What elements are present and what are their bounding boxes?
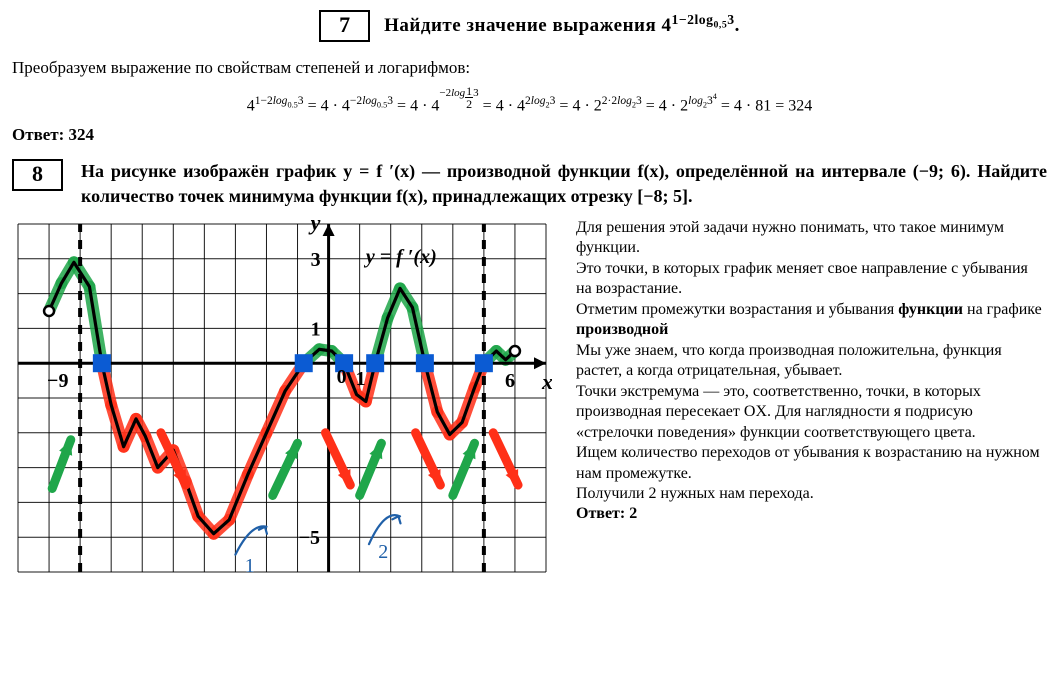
prompt-7-expr: 41−2log0,53. (662, 15, 740, 36)
eq-81: 4 · 81 (734, 97, 771, 114)
svg-text:1: 1 (245, 555, 255, 577)
eq-324: 324 (788, 97, 812, 114)
svg-text:1: 1 (356, 368, 366, 390)
eq-log3: log (451, 87, 465, 99)
equation-chain: 41−2log0.53 = 4 · 4−2log0.53 = 4 · 4−2lo… (12, 88, 1047, 115)
eq-ht: 1 (465, 85, 473, 98)
eq-p4: 4 (713, 92, 717, 101)
eq-eq3: = (483, 97, 496, 114)
eq-log6: log (688, 95, 703, 107)
expr-base: 4 (662, 15, 672, 36)
exp-l3d: производной (576, 321, 668, 338)
eq-t2b: 4 (342, 97, 350, 114)
eq-eq6: = (721, 97, 734, 114)
eq-a1: 3 (298, 95, 304, 107)
problem-number-7: 7 (319, 10, 370, 42)
svg-text:2: 2 (378, 541, 388, 563)
eq-log5: log (617, 95, 632, 107)
exp-l5: Точки экстремума — это, соответственно, … (576, 382, 1047, 443)
exp-l3: Отметим промежутки возрастания и убывани… (576, 300, 1047, 341)
svg-text:−9: −9 (47, 370, 68, 392)
eq-a2: 3 (387, 95, 393, 107)
problem-number-8: 8 (12, 159, 63, 191)
eq-t5b: 2 (594, 97, 602, 114)
eq-sub2: 0.5 (377, 100, 387, 109)
problem-7-prompt: Найдите значение выражения 41−2log0,53. (384, 15, 740, 37)
eq-a4: 3 (550, 95, 556, 107)
eq-a5: 3 (636, 95, 642, 107)
eq-sub1: 0.5 (287, 100, 297, 109)
eq-log4: log (531, 95, 546, 107)
eq-d2: · (418, 97, 431, 114)
eq-d1: · (329, 97, 342, 114)
answer-7: Ответ: 324 (12, 125, 1047, 145)
eq-t1e: 1−2 (255, 95, 273, 107)
exp-l2: Это точки, в которых график меняет свое … (576, 259, 1047, 300)
eq-t4b: 4 (517, 97, 525, 114)
eq-t2a: 4 (321, 97, 329, 114)
eq-eq1: = (308, 97, 321, 114)
eq-eq4: = (559, 97, 572, 114)
eq-d4: · (580, 97, 593, 114)
eq-t3a: 4 (410, 97, 418, 114)
expr-expo: 1−2log (672, 12, 714, 27)
svg-text:6: 6 (505, 370, 515, 392)
svg-text:x: x (541, 369, 552, 394)
eq-22: 2·2 (602, 95, 617, 107)
svg-text:0: 0 (337, 366, 347, 388)
eq-a3: 3 (473, 87, 479, 99)
svg-text:1: 1 (311, 318, 321, 340)
transform-intro: Преобразуем выражение по свойствам степе… (12, 58, 1047, 78)
eq-hb: 2 (465, 98, 473, 110)
problem-8-header: 8 На рисунке изображён график y = f ′(x)… (12, 159, 1047, 208)
problem-8-body: yxy = f ′(x)−916013−512 Для решения этой… (12, 218, 1047, 583)
eq-d3: · (504, 97, 517, 114)
eq-d5: · (667, 97, 680, 114)
eq-t4a: 4 (496, 97, 504, 114)
graph-container: yxy = f ′(x)−916013−512 (12, 218, 552, 583)
exp-l3c: на графике (963, 301, 1042, 318)
eq-eq5: = (646, 97, 659, 114)
expr-arg: 3 (727, 12, 734, 27)
problem-7-header: 7 Найдите значение выражения 41−2log0,53… (12, 10, 1047, 42)
svg-text:−5: −5 (299, 527, 320, 549)
eq-frac-expo: −2log123 (439, 85, 478, 110)
exp-l3a: Отметим промежутки возрастания и убывани… (576, 301, 898, 318)
eq-t1: 4 (247, 97, 255, 114)
prompt-7-text: Найдите значение выражения (384, 15, 661, 36)
exp-l3b: функции (898, 301, 963, 318)
eq-eq7: = (775, 97, 788, 114)
eq-t6b: 2 (680, 97, 688, 114)
eq-m2a: −2 (350, 95, 362, 107)
eq-eq2: = (397, 97, 410, 114)
eq-log1: log (273, 95, 288, 107)
eq-t6a: 4 (659, 97, 667, 114)
eq-log2: log (362, 95, 377, 107)
exp-l4: Мы уже знаем, что когда производная поло… (576, 341, 1047, 382)
exp-ans-b: Ответ: 2 (576, 505, 637, 522)
svg-text:y = f ′(x): y = f ′(x) (364, 246, 437, 268)
exp-l7: Получили 2 нужных нам перехода. (576, 484, 1047, 504)
exp-l1: Для решения этой задачи нужно понимать, … (576, 218, 1047, 259)
eq-m2b: −2 (439, 87, 451, 99)
explanation: Для решения этой задачи нужно понимать, … (576, 218, 1047, 525)
expr-sub: 0,5 (713, 19, 727, 30)
exp-ans: Ответ: 2 (576, 504, 1047, 524)
exp-l6: Ищем количество переходов от убывания к … (576, 443, 1047, 484)
svg-text:3: 3 (311, 249, 321, 271)
derivative-graph: yxy = f ′(x)−916013−512 (12, 218, 552, 578)
problem-8-prompt: На рисунке изображён график y = f ′(x) —… (81, 159, 1047, 208)
